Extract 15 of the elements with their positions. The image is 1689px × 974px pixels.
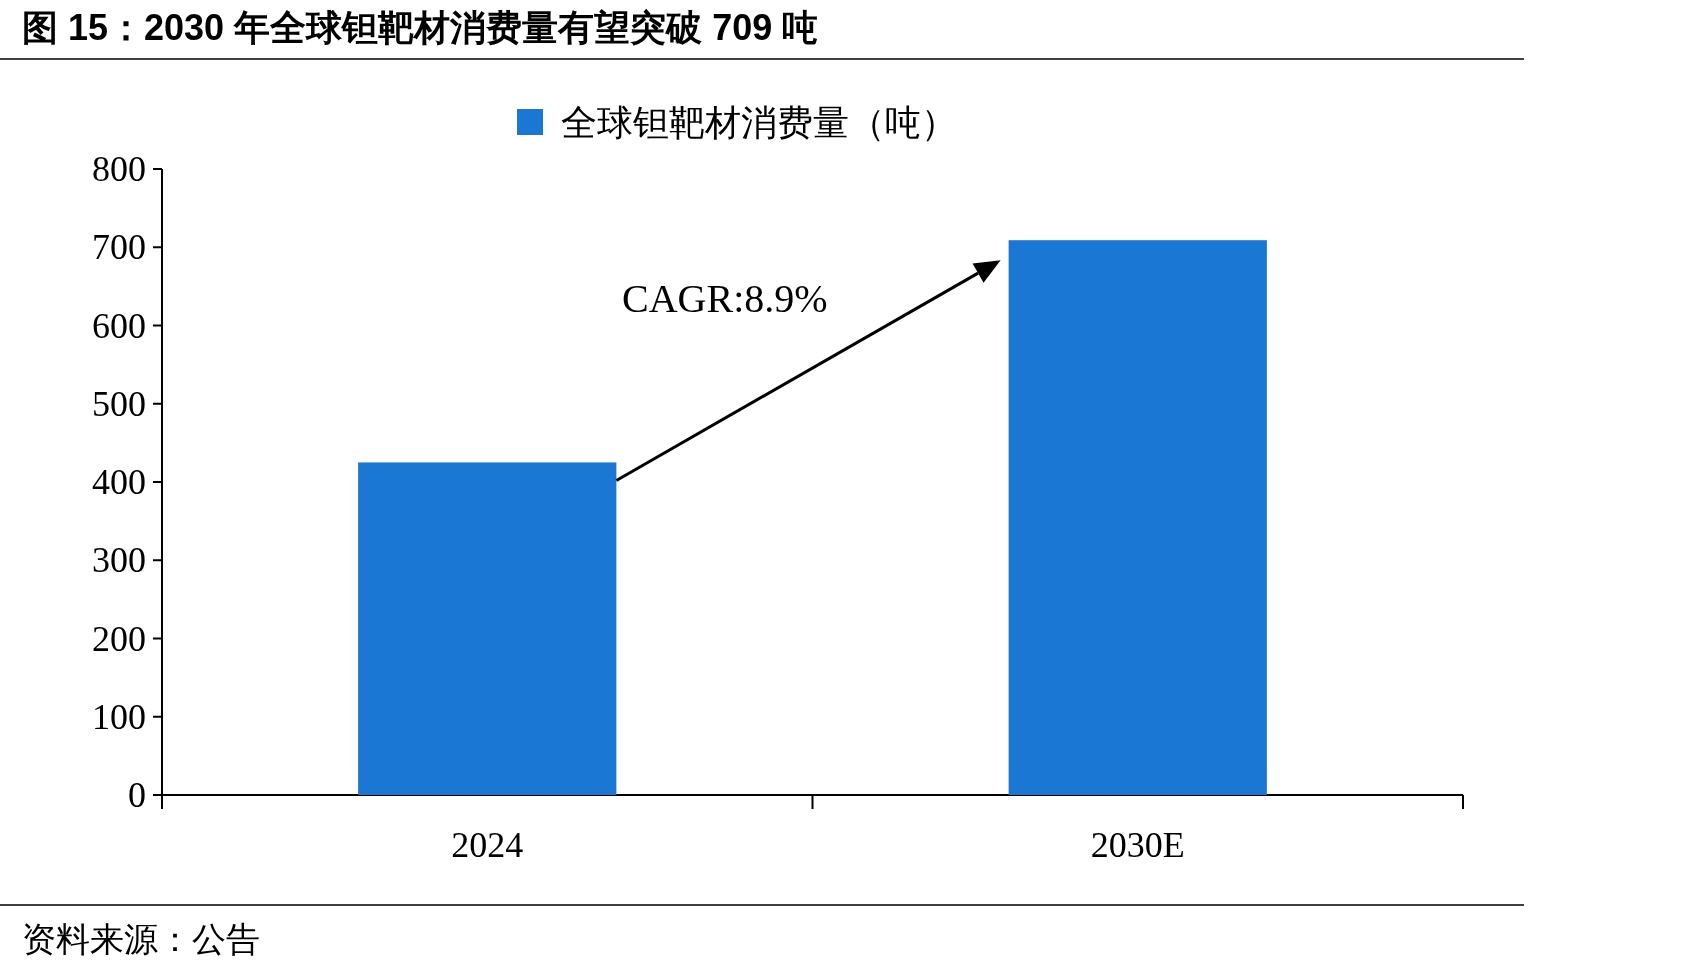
y-tick-label: 600 — [92, 305, 146, 346]
y-tick-label: 800 — [92, 149, 146, 189]
x-tick-label: 2030E — [1090, 825, 1185, 865]
y-tick-label: 0 — [128, 775, 146, 815]
y-tick-label: 100 — [92, 696, 146, 737]
y-tick-label: 200 — [92, 618, 146, 659]
legend-label: 全球钽靶材消费量（吨） — [561, 103, 957, 143]
text: 资料来源：公告 — [22, 921, 260, 958]
annotation: CAGR:8.9% — [622, 276, 828, 321]
y-tick-label: 300 — [92, 540, 146, 581]
y-tick-label: 500 — [92, 383, 146, 424]
chart-title: 图 15：2030 年全球钽靶材消费量有望突破 709 吨 — [22, 7, 819, 48]
y-tick-label: 700 — [92, 227, 146, 268]
y-tick-label: 400 — [92, 462, 146, 502]
x-tick-label: 2024 — [451, 825, 524, 865]
